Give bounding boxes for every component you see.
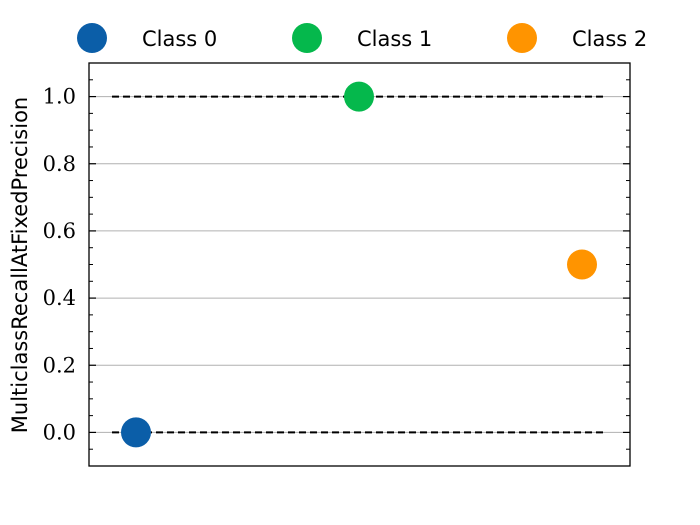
data-point xyxy=(344,81,374,112)
y-axis-label: MulticlassRecallAtFixedPrecision xyxy=(8,97,32,433)
legend: Class 0 Class 1 Class 2 xyxy=(77,23,647,53)
plot-frame xyxy=(88,62,631,467)
data-point xyxy=(567,249,597,280)
legend-label: Class 2 xyxy=(572,27,647,51)
y-tick-label: 0.4 xyxy=(43,286,76,310)
y-ticks: 0.0 0.2 0.4 0.6 0.8 1.0 xyxy=(43,62,630,467)
y-tick-label: 0.6 xyxy=(43,219,76,243)
data-point xyxy=(121,417,151,448)
y-tick-label: 0.0 xyxy=(43,420,76,444)
legend-marker xyxy=(507,23,537,53)
y-tick-label: 0.8 xyxy=(43,152,76,176)
legend-label: Class 0 xyxy=(142,27,217,51)
y-tick-label: 1.0 xyxy=(43,85,76,109)
reference-lines xyxy=(112,95,606,434)
data-points xyxy=(121,81,597,448)
grid xyxy=(89,96,630,433)
legend-marker xyxy=(292,23,322,53)
y-tick-label: 0.2 xyxy=(43,353,76,377)
legend-label: Class 1 xyxy=(357,27,432,51)
legend-marker xyxy=(77,23,107,53)
